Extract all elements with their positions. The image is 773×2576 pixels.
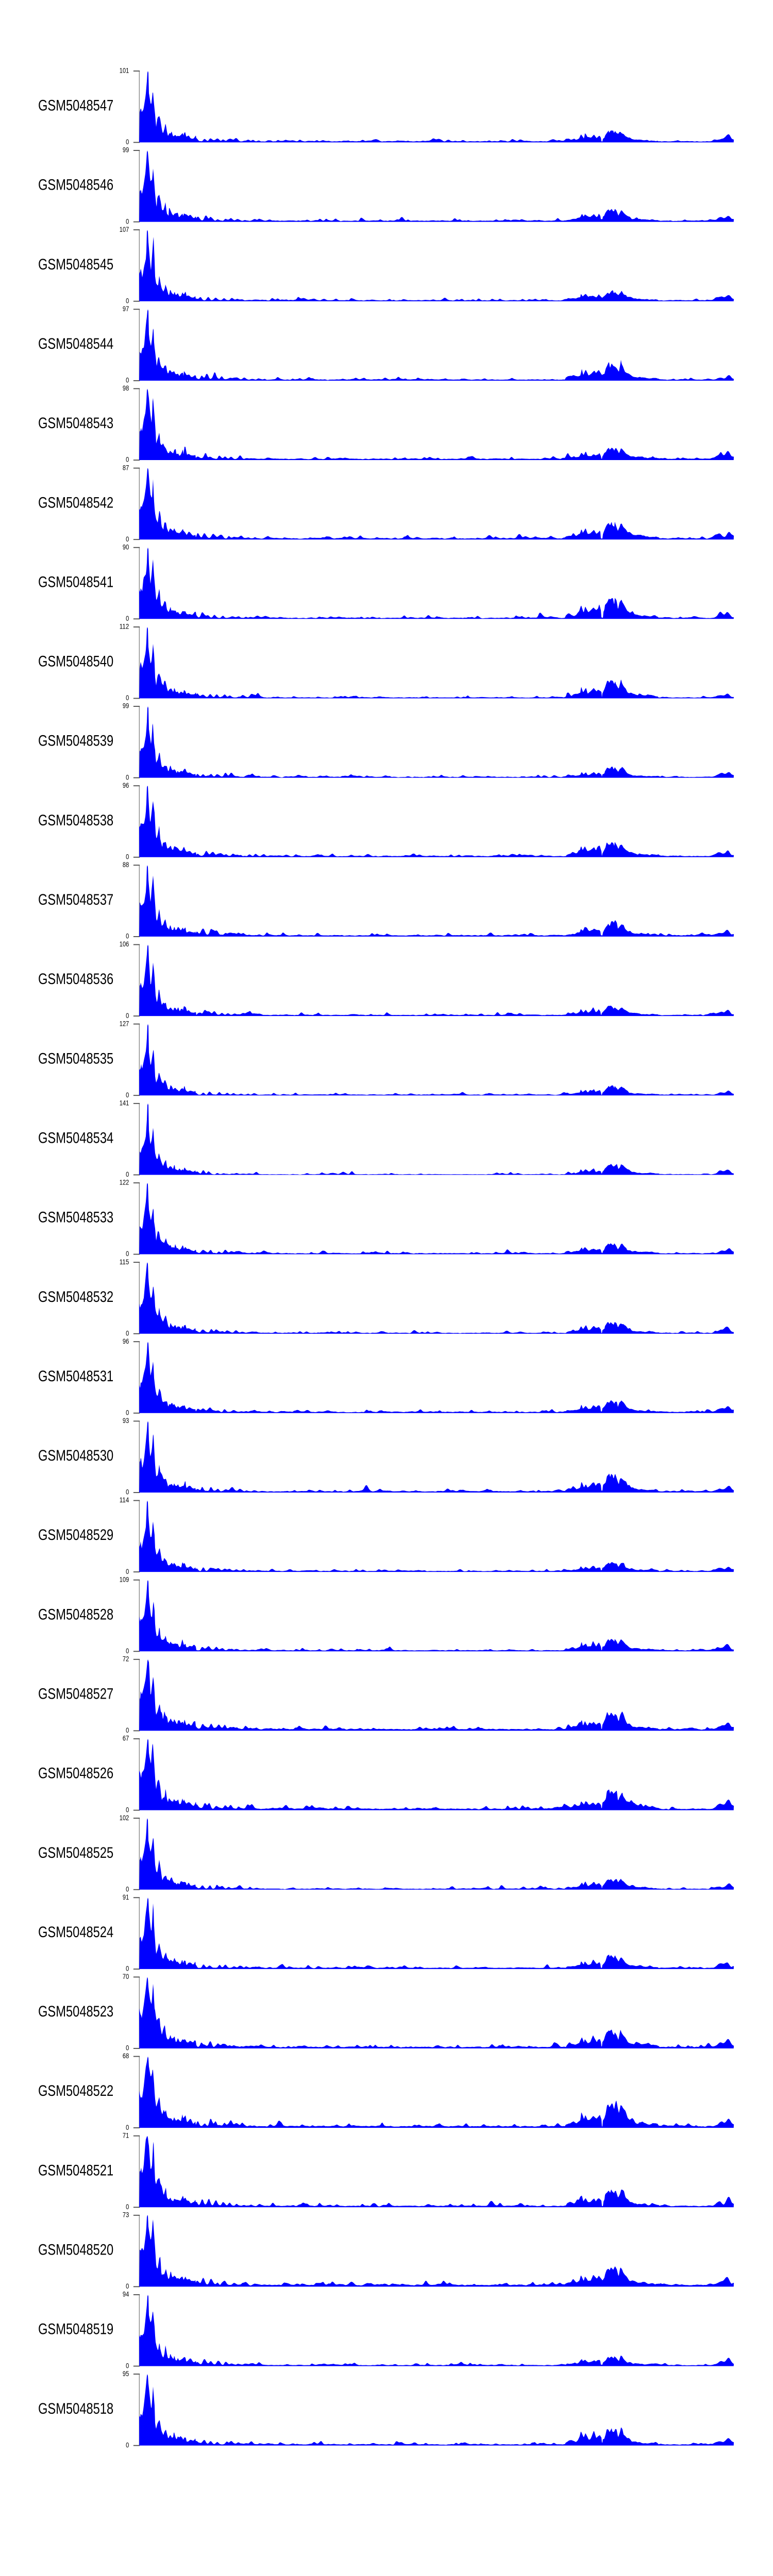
svg-text:71: 71	[123, 2131, 129, 2139]
svg-text:GSM5048532: GSM5048532	[38, 1289, 113, 1306]
svg-text:GSM5048547: GSM5048547	[38, 97, 113, 114]
svg-text:0: 0	[126, 1726, 129, 1734]
svg-text:GSM5048536: GSM5048536	[38, 971, 113, 988]
svg-text:0: 0	[126, 2123, 129, 2131]
svg-text:0: 0	[126, 1170, 129, 1178]
svg-text:88: 88	[123, 860, 129, 869]
svg-text:GSM5048540: GSM5048540	[38, 653, 113, 670]
svg-text:GSM5048531: GSM5048531	[38, 1368, 113, 1385]
svg-text:GSM5048526: GSM5048526	[38, 1765, 113, 1782]
svg-text:0: 0	[126, 932, 129, 940]
svg-text:0: 0	[126, 2202, 129, 2211]
svg-text:68: 68	[123, 2052, 129, 2060]
svg-text:70: 70	[123, 1972, 129, 1980]
svg-text:0: 0	[126, 693, 129, 702]
svg-text:122: 122	[120, 1178, 129, 1187]
svg-text:GSM5048542: GSM5048542	[38, 494, 113, 511]
svg-text:GSM5048519: GSM5048519	[38, 2321, 113, 2338]
svg-text:GSM5048537: GSM5048537	[38, 891, 113, 908]
svg-text:GSM5048524: GSM5048524	[38, 1924, 113, 1941]
svg-text:112: 112	[120, 622, 129, 631]
svg-text:0: 0	[126, 1091, 129, 1099]
svg-text:GSM5048534: GSM5048534	[38, 1130, 113, 1147]
svg-text:0: 0	[126, 2361, 129, 2369]
svg-text:0: 0	[126, 217, 129, 225]
svg-text:141: 141	[120, 1099, 129, 1107]
svg-text:GSM5048523: GSM5048523	[38, 2003, 113, 2020]
svg-text:GSM5048544: GSM5048544	[38, 335, 113, 352]
svg-text:67: 67	[123, 1734, 129, 1742]
svg-text:114: 114	[120, 1496, 129, 1504]
svg-text:GSM5048528: GSM5048528	[38, 1606, 113, 1623]
svg-text:0: 0	[126, 773, 129, 781]
svg-text:87: 87	[123, 463, 129, 471]
svg-text:0: 0	[126, 1409, 129, 1417]
svg-text:0: 0	[126, 2282, 129, 2290]
svg-text:0: 0	[126, 1567, 129, 1575]
svg-text:73: 73	[123, 2211, 129, 2219]
svg-text:94: 94	[123, 2290, 129, 2298]
svg-text:GSM5048522: GSM5048522	[38, 2082, 113, 2099]
svg-text:0: 0	[126, 1329, 129, 1337]
svg-text:GSM5048518: GSM5048518	[38, 2400, 113, 2417]
svg-text:GSM5048535: GSM5048535	[38, 1050, 113, 1067]
svg-text:96: 96	[123, 781, 129, 789]
svg-text:99: 99	[123, 702, 129, 710]
svg-text:0: 0	[126, 1805, 129, 1814]
svg-text:93: 93	[123, 1416, 129, 1425]
svg-text:127: 127	[120, 1019, 129, 1027]
svg-text:72: 72	[123, 1655, 129, 1663]
svg-text:0: 0	[126, 853, 129, 861]
svg-text:0: 0	[126, 614, 129, 622]
svg-text:0: 0	[126, 455, 129, 464]
svg-text:0: 0	[126, 2441, 129, 2449]
svg-text:0: 0	[126, 296, 129, 304]
svg-text:98: 98	[123, 384, 129, 392]
svg-text:0: 0	[126, 1964, 129, 1973]
svg-text:0: 0	[126, 535, 129, 543]
svg-text:GSM5048521: GSM5048521	[38, 2162, 113, 2179]
svg-text:GSM5048533: GSM5048533	[38, 1209, 113, 1226]
svg-text:GSM5048539: GSM5048539	[38, 733, 113, 750]
svg-text:0: 0	[126, 1885, 129, 1893]
svg-text:GSM5048527: GSM5048527	[38, 1686, 113, 1703]
svg-text:GSM5048525: GSM5048525	[38, 1844, 113, 1861]
svg-text:GSM5048543: GSM5048543	[38, 415, 113, 432]
svg-text:101: 101	[120, 66, 129, 75]
svg-text:0: 0	[126, 376, 129, 384]
svg-text:GSM5048529: GSM5048529	[38, 1527, 113, 1544]
svg-text:GSM5048545: GSM5048545	[38, 256, 113, 273]
svg-text:0: 0	[126, 1488, 129, 1496]
svg-text:90: 90	[123, 543, 129, 551]
svg-text:99: 99	[123, 146, 129, 154]
svg-text:0: 0	[126, 2044, 129, 2052]
svg-text:95: 95	[123, 2369, 129, 2378]
svg-text:106: 106	[120, 940, 129, 948]
svg-text:GSM5048538: GSM5048538	[38, 812, 113, 829]
svg-text:GSM5048530: GSM5048530	[38, 1447, 113, 1464]
svg-text:0: 0	[126, 138, 129, 146]
svg-text:91: 91	[123, 1893, 129, 1901]
svg-text:GSM5048541: GSM5048541	[38, 573, 113, 590]
svg-text:115: 115	[120, 1258, 129, 1266]
svg-text:96: 96	[123, 1337, 129, 1345]
svg-text:0: 0	[126, 1647, 129, 1655]
svg-text:GSM5048520: GSM5048520	[38, 2242, 113, 2259]
svg-text:102: 102	[120, 1814, 129, 1822]
svg-text:0: 0	[126, 1249, 129, 1258]
svg-text:0: 0	[126, 1011, 129, 1020]
svg-text:107: 107	[120, 225, 129, 233]
svg-text:109: 109	[120, 1575, 129, 1583]
svg-text:GSM5048546: GSM5048546	[38, 177, 113, 194]
svg-text:97: 97	[123, 304, 129, 313]
